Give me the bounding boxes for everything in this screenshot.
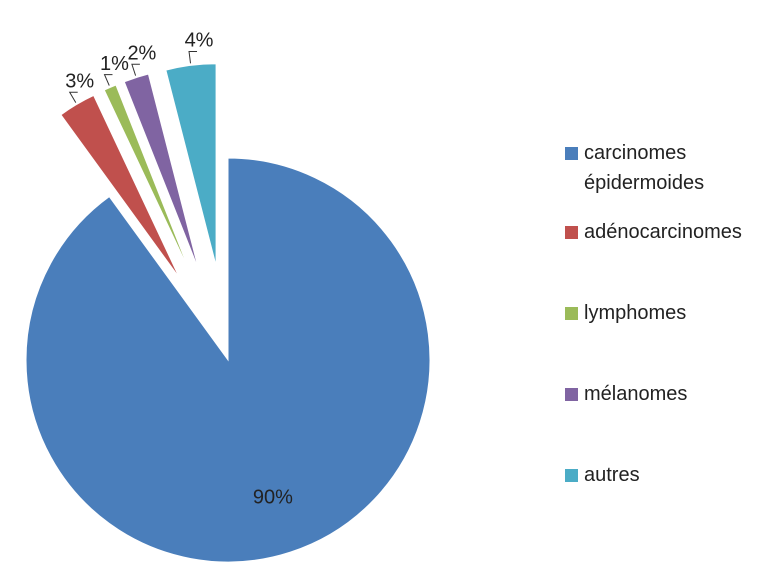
- legend-item: lymphomes: [565, 298, 765, 328]
- legend-label: lymphomes: [584, 302, 687, 324]
- legend-swatch: [565, 388, 578, 401]
- legend-swatch: [565, 307, 578, 320]
- pie-slice: [165, 63, 217, 266]
- pie-slice: [25, 157, 431, 563]
- data-label: 90%: [253, 487, 293, 509]
- leader-line: [131, 63, 140, 76]
- legend-swatch: [565, 226, 578, 239]
- legend-item: autres: [565, 460, 765, 490]
- pie-slice: [103, 84, 191, 274]
- leader-line: [68, 91, 78, 103]
- legend-label: adénocarcinomes: [584, 221, 742, 243]
- legend-item: mélanomes: [565, 379, 765, 409]
- pie-slice: [123, 73, 200, 270]
- legend-item: carcinomes épidermoides: [565, 138, 765, 198]
- data-label: 1%: [100, 53, 129, 75]
- legend-item: adénocarcinomes: [565, 217, 765, 247]
- leader-line: [103, 74, 113, 86]
- legend-label: autres: [584, 464, 640, 486]
- data-label: 4%: [185, 30, 214, 52]
- pie-slice: [60, 94, 181, 279]
- legend-label: mélanomes: [584, 383, 688, 405]
- data-label: 2%: [127, 43, 156, 65]
- legend-swatch: [565, 469, 578, 482]
- legend-label: carcinomes épidermoides: [584, 142, 705, 194]
- leader-line: [188, 50, 198, 64]
- legend-swatch: [565, 147, 578, 160]
- data-label: 3%: [65, 71, 94, 93]
